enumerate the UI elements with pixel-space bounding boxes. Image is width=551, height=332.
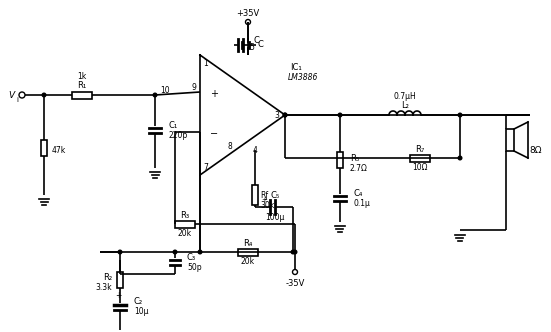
Text: 220p: 220p	[169, 130, 188, 139]
Bar	[252, 185, 258, 205]
Circle shape	[118, 250, 122, 254]
Bar	[410, 154, 430, 161]
Text: 4: 4	[252, 145, 257, 154]
Text: +35V: +35V	[236, 9, 260, 18]
Text: 8: 8	[228, 141, 233, 150]
Bar	[238, 248, 258, 256]
Text: -35V: -35V	[285, 280, 305, 289]
Text: C₃: C₃	[187, 254, 196, 263]
Circle shape	[153, 93, 157, 97]
Text: 0.7μH: 0.7μH	[393, 92, 417, 101]
Text: R₄: R₄	[244, 238, 253, 247]
Text: LM3886: LM3886	[288, 72, 318, 81]
Bar	[72, 92, 92, 99]
Text: C₂: C₂	[134, 297, 143, 306]
Text: R₂: R₂	[103, 274, 112, 283]
Text: +: +	[115, 290, 121, 299]
Text: R₁: R₁	[77, 80, 87, 90]
Circle shape	[458, 156, 462, 160]
Text: V: V	[8, 91, 14, 100]
Text: 30k: 30k	[260, 202, 274, 210]
Text: 1k: 1k	[77, 71, 87, 80]
Circle shape	[198, 250, 202, 254]
Text: i: i	[16, 97, 18, 103]
Text: L₂: L₂	[401, 101, 409, 110]
Circle shape	[283, 113, 287, 117]
Text: 1: 1	[204, 58, 208, 67]
Text: 47k: 47k	[52, 145, 66, 154]
Bar	[117, 272, 123, 288]
Text: 7: 7	[203, 162, 208, 172]
Text: 3: 3	[274, 111, 279, 120]
Circle shape	[173, 250, 177, 254]
Text: +: +	[210, 89, 218, 99]
Text: 100μ: 100μ	[266, 212, 285, 221]
Text: 8Ω: 8Ω	[530, 145, 542, 154]
Text: Rƒ: Rƒ	[260, 191, 268, 200]
Text: R₃: R₃	[180, 210, 190, 219]
Text: R₅: R₅	[350, 153, 359, 162]
Text: 2.7Ω: 2.7Ω	[350, 163, 368, 173]
Text: 9: 9	[191, 82, 196, 92]
Text: 5: 5	[250, 42, 255, 51]
Circle shape	[283, 113, 287, 117]
Text: −: −	[210, 129, 218, 139]
Text: C: C	[253, 36, 259, 44]
Text: C₄: C₄	[354, 189, 363, 198]
Text: 10Ω: 10Ω	[412, 162, 428, 172]
Bar	[337, 152, 343, 168]
Text: 10: 10	[160, 86, 170, 95]
Text: IC₁: IC₁	[290, 62, 302, 71]
Text: 20k: 20k	[178, 228, 192, 237]
Text: C₁: C₁	[169, 121, 179, 129]
Text: 3.3k: 3.3k	[95, 284, 112, 292]
Bar	[175, 220, 195, 227]
Text: C₅: C₅	[271, 191, 279, 200]
Text: 10μ: 10μ	[134, 307, 149, 316]
Circle shape	[291, 250, 295, 254]
Circle shape	[293, 250, 297, 254]
Circle shape	[42, 93, 46, 97]
Circle shape	[338, 113, 342, 117]
Bar	[41, 140, 47, 156]
Text: 50p: 50p	[187, 263, 202, 272]
Text: C: C	[258, 40, 264, 48]
Text: 0.1μ: 0.1μ	[354, 199, 371, 208]
Text: +: +	[261, 197, 267, 203]
Circle shape	[458, 113, 462, 117]
Bar	[506, 129, 514, 151]
Text: R₇: R₇	[415, 144, 425, 153]
Text: 20k: 20k	[241, 257, 255, 266]
